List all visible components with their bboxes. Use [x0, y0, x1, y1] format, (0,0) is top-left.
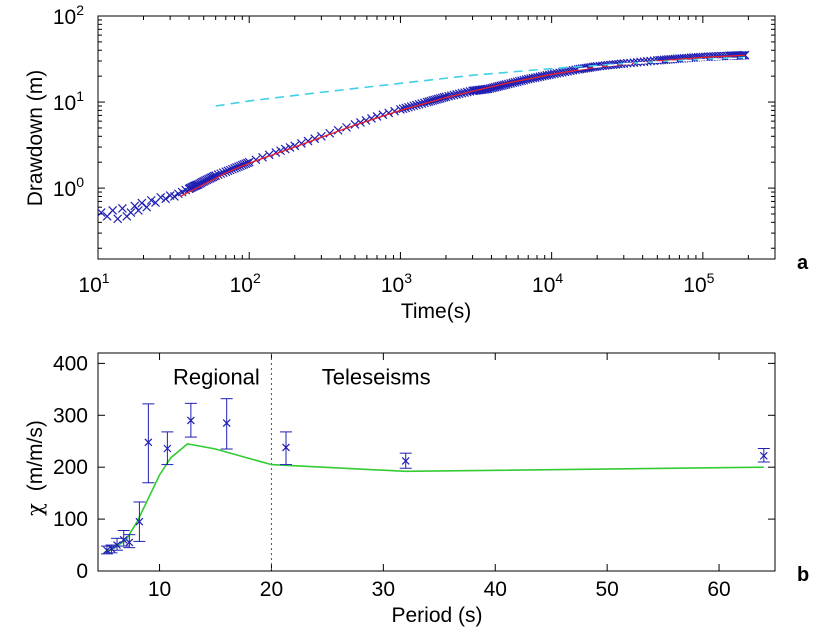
measurement-point [184, 402, 197, 438]
drawdown-marker [411, 100, 421, 110]
measurement-point [279, 431, 292, 466]
annotation-regional: Regional [173, 364, 260, 389]
dashed-fit-line [215, 56, 746, 107]
measurement-point [133, 501, 146, 542]
a-x-tick-label: 101 [78, 270, 109, 297]
b-x-tick-label: 40 [484, 578, 507, 601]
panel-b: 0 100 200 300 400 10 20 30 40 50 60 Regional Tele… [23, 352, 809, 627]
drawdown-marker [146, 195, 156, 205]
panel-a-x-ticks: 101 102 103 104 105 [78, 16, 776, 297]
drawdown-marker [414, 99, 424, 109]
measurement-point [111, 537, 124, 551]
b-y-tick-label: 300 [53, 404, 88, 427]
a-x-tick-label: 105 [683, 270, 714, 297]
b-y-tick-label: 200 [53, 456, 88, 479]
b-x-tick-label: 30 [372, 578, 395, 601]
drawdown-marker [409, 101, 419, 111]
b-y-tick-label: 400 [53, 352, 88, 375]
panel-b-y-ticks: 0 100 200 300 400 [53, 352, 775, 583]
drawdown-marker [211, 171, 221, 180]
measurement-point [399, 452, 412, 469]
drawdown-marker [98, 208, 106, 217]
panel-a-frame [97, 15, 776, 260]
drawdown-marker [161, 194, 171, 204]
panel-b-frame [97, 352, 776, 572]
a-y-tick-label: 101 [53, 88, 84, 115]
measurement-point [757, 448, 770, 463]
b-y-tick-label: 100 [53, 508, 88, 531]
measurement-marker [186, 416, 195, 425]
a-x-tick-label: 103 [381, 270, 412, 297]
drawdown-marker [213, 170, 223, 180]
a-x-tick-label: 102 [230, 270, 261, 297]
measurement-point [220, 398, 233, 450]
drawdown-marker [333, 125, 343, 135]
measurement-marker [144, 438, 153, 447]
drawdown-marker [482, 84, 491, 94]
b-x-tick-label: 50 [595, 578, 618, 601]
drawdown-marker [401, 103, 411, 113]
measurement-point [161, 431, 174, 466]
drawdown-marker [361, 116, 371, 125]
drawdown-marker [325, 128, 335, 138]
drawdown-marker [108, 206, 118, 215]
measurement-marker [113, 541, 121, 549]
measurement-marker [119, 535, 128, 544]
drawdown-marker [126, 208, 136, 217]
drawdown-marker [396, 105, 405, 114]
measurement-marker [135, 517, 144, 526]
drawdown-marker [342, 122, 351, 132]
panel-b-y-axis-label: χ (m/m/s) [23, 420, 47, 516]
annotation-teleseisms: Teleseisms [322, 364, 431, 389]
panel-b-x-ticks: 10 20 30 40 50 60 [148, 353, 731, 601]
dashed-fit-line [578, 57, 746, 70]
drawdown-marker [398, 104, 408, 114]
panel-b-x-axis-label: Period (s) [391, 604, 482, 627]
measurement-point [142, 403, 155, 484]
measurement-marker [401, 457, 410, 465]
b-y-tick-label: 0 [76, 560, 88, 583]
drawdown-marker [350, 119, 360, 129]
svg-text:χ (m/m/s): χ (m/m/s) [23, 420, 47, 516]
drawdown-marker [390, 106, 399, 116]
panel-b-plot-area [100, 398, 770, 555]
measurement-marker [222, 419, 231, 427]
chi-unit: (m/m/s) [24, 420, 47, 491]
drawdown-marker [117, 204, 127, 213]
panel-a: 100 101 102 101 102 103 104 105 Time(s) Drawdo… [24, 2, 809, 323]
measurement-point [123, 534, 136, 549]
drawdown-marker [169, 192, 179, 201]
b-x-tick-label: 10 [148, 578, 171, 601]
drawdown-marker [113, 214, 123, 224]
measurement-marker [282, 443, 290, 452]
b-x-tick-label: 60 [707, 578, 730, 601]
model-line [103, 442, 764, 554]
drawdown-marker [417, 99, 427, 108]
drawdown-marker [142, 202, 152, 212]
drawdown-marker [356, 117, 365, 127]
measurement-marker [759, 451, 768, 460]
chi-symbol: χ [23, 503, 47, 516]
panel-a-x-axis-label: Time(s) [401, 300, 471, 323]
b-x-tick-label: 20 [260, 578, 283, 601]
measurement-point [105, 544, 118, 554]
panel-a-label: a [797, 252, 809, 274]
solid-fit-line [179, 54, 746, 198]
panel-a-y-ticks: 100 101 102 [53, 2, 775, 249]
a-y-tick-label: 102 [53, 2, 84, 29]
panel-a-y-axis-label: Drawdown (m) [24, 70, 47, 207]
drawdown-marker [406, 102, 416, 111]
drawdown-marker [133, 206, 143, 215]
measurement-marker [107, 544, 116, 553]
measurement-marker [125, 538, 134, 547]
panel-a-plot-area [98, 50, 750, 224]
a-x-tick-label: 104 [532, 270, 563, 297]
a-y-tick-label: 100 [53, 174, 84, 201]
measurement-marker [163, 444, 172, 453]
drawdown-marker [156, 192, 166, 202]
panel-b-label: b [797, 564, 809, 586]
drawdown-marker [403, 102, 413, 112]
measurement-point [117, 530, 130, 547]
